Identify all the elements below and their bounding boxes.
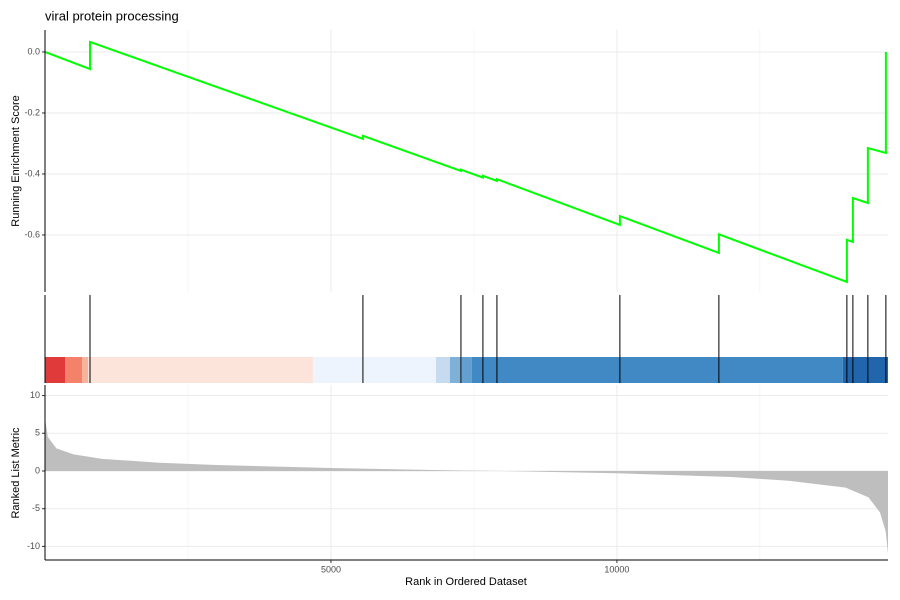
y-tick-label: 5 — [35, 428, 40, 438]
rank-band — [842, 357, 888, 383]
y-tick-label: -0.4 — [24, 168, 40, 178]
rank-band — [312, 357, 436, 383]
y-tick-label: 0.0 — [27, 46, 40, 56]
x-tick-label: 5000 — [321, 564, 341, 574]
rank-band — [435, 357, 450, 383]
enrichment-line — [44, 40, 887, 284]
rank-band — [82, 357, 89, 383]
y-tick-label: -0.2 — [24, 107, 40, 117]
y-axis-label: Running Enrichment Score — [10, 95, 22, 226]
x-axis-label: Rank in Ordered Dataset — [405, 576, 527, 588]
rank-band — [461, 357, 472, 383]
y-tick-label: 0 — [35, 465, 40, 475]
rank-band — [65, 357, 83, 383]
metric-area — [45, 418, 888, 554]
y-tick-label: 10 — [30, 390, 40, 400]
y-tick-label: -5 — [32, 503, 40, 513]
y-tick-label: -10 — [27, 541, 40, 551]
chart-title: viral protein processing — [45, 8, 179, 23]
rank-band — [45, 357, 66, 383]
x-tick-label: 10000 — [604, 564, 629, 574]
rank-band — [88, 357, 313, 383]
rank-band — [449, 357, 462, 383]
y-axis-label: Ranked List Metric — [10, 427, 22, 519]
y-tick-label: -0.6 — [24, 229, 40, 239]
rank-band — [471, 357, 843, 383]
